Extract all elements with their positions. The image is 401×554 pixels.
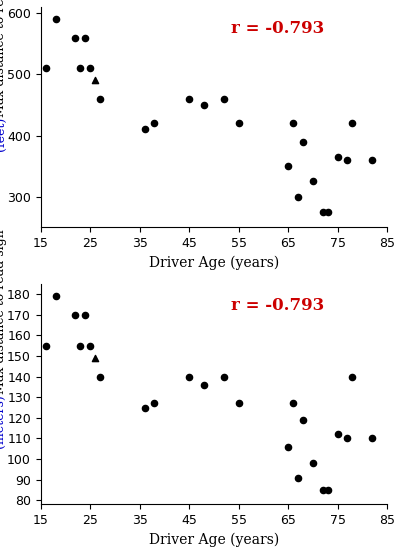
Text: Max distance to read sign: Max distance to read sign [0, 0, 7, 117]
Point [235, 119, 241, 128]
Text: Max distance to read sign: Max distance to read sign [0, 225, 7, 394]
Point [141, 125, 148, 134]
Point [324, 485, 330, 494]
Point [343, 156, 350, 165]
X-axis label: Driver Age (years): Driver Age (years) [148, 532, 278, 547]
Text: r = -0.793: r = -0.793 [231, 20, 324, 38]
Point [97, 94, 103, 103]
Point [151, 119, 157, 128]
Point [185, 94, 192, 103]
Point [368, 434, 375, 443]
Point [200, 381, 207, 389]
Point [72, 310, 78, 319]
Point [299, 137, 306, 146]
Point [368, 156, 375, 165]
Point [185, 372, 192, 381]
Point [200, 100, 207, 109]
Point [284, 162, 291, 171]
Point [42, 64, 49, 73]
Point [77, 64, 83, 73]
Point [289, 399, 296, 408]
Point [42, 341, 49, 350]
Point [294, 473, 300, 482]
Point [141, 403, 148, 412]
Point [289, 119, 296, 128]
Point [319, 208, 325, 217]
Point [299, 416, 306, 424]
Point [220, 94, 227, 103]
Point [348, 372, 355, 381]
Point [92, 76, 98, 85]
Point [334, 430, 340, 439]
Point [334, 152, 340, 161]
Point [72, 33, 78, 42]
Point [52, 15, 59, 24]
Point [92, 353, 98, 362]
Point [97, 372, 103, 381]
Point [52, 292, 59, 301]
Point [87, 341, 93, 350]
Point [77, 341, 83, 350]
Point [343, 434, 350, 443]
Text: (meters): (meters) [0, 394, 7, 448]
Point [284, 442, 291, 451]
X-axis label: Driver Age (years): Driver Age (years) [148, 255, 278, 270]
Point [220, 372, 227, 381]
Point [309, 459, 315, 468]
Point [348, 119, 355, 128]
Text: r = -0.793: r = -0.793 [231, 297, 324, 315]
Point [151, 399, 157, 408]
Point [309, 177, 315, 186]
Text: (feet): (feet) [0, 117, 7, 151]
Point [319, 485, 325, 494]
Point [82, 310, 88, 319]
Point [324, 208, 330, 217]
Point [235, 399, 241, 408]
Point [82, 33, 88, 42]
Point [294, 192, 300, 201]
Point [87, 64, 93, 73]
